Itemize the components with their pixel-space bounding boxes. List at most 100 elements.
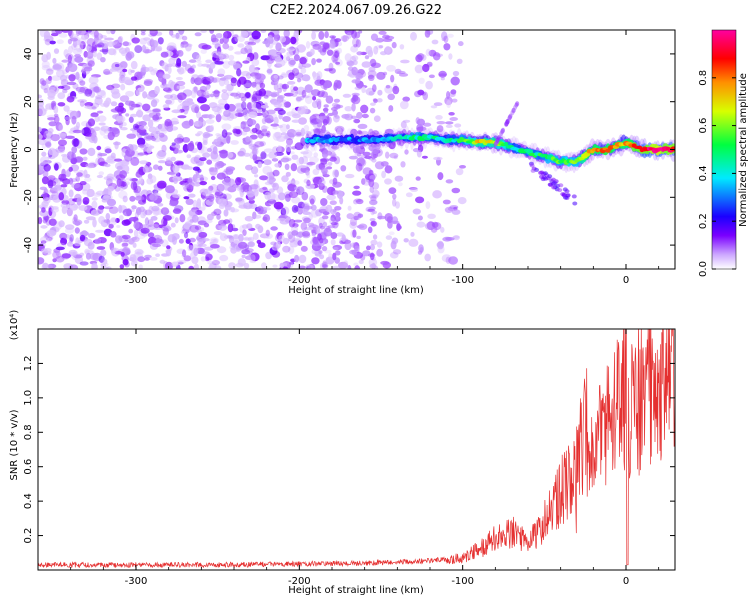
- noise-blob: [416, 221, 426, 228]
- noise-blob: [432, 190, 442, 199]
- noise-blob: [332, 252, 337, 261]
- noise-blob: [194, 32, 202, 37]
- noise-blob: [246, 223, 253, 230]
- noise-blob: [326, 49, 334, 56]
- noise-blob: [148, 126, 157, 133]
- noise-blob: [101, 43, 109, 50]
- noise-blob: [377, 215, 387, 220]
- noise-blob: [130, 156, 140, 166]
- noise-blob: [73, 138, 79, 147]
- noise-blob: [133, 221, 140, 229]
- noise-blob: [162, 104, 170, 109]
- noise-blob: [240, 30, 249, 38]
- noise-blob: [200, 30, 207, 33]
- noise-blob: [223, 31, 232, 39]
- noise-blob: [79, 234, 86, 242]
- noise-blob: [216, 213, 221, 220]
- noise-blob: [196, 198, 202, 207]
- noise-blob: [152, 234, 163, 244]
- noise-blob: [76, 47, 83, 52]
- noise-blob: [171, 261, 179, 267]
- noise-blob: [251, 96, 258, 103]
- noise-blob: [245, 164, 253, 171]
- noise-blob: [451, 209, 461, 215]
- noise-blob: [209, 93, 215, 98]
- noise-blob: [169, 201, 178, 207]
- noise-blob: [96, 174, 103, 179]
- noise-blob: [78, 205, 88, 211]
- noise-blob: [239, 225, 245, 233]
- noise-blob: [237, 258, 246, 267]
- noise-blob: [303, 124, 310, 132]
- noise-blob: [41, 60, 50, 69]
- noise-blob: [121, 242, 129, 248]
- noise-blob: [68, 177, 74, 185]
- noise-blob: [285, 56, 291, 62]
- noise-blob: [312, 168, 320, 176]
- noise-blob: [261, 109, 269, 118]
- noise-blob: [100, 102, 108, 107]
- noise-blob: [300, 127, 305, 137]
- noise-blob: [283, 101, 291, 108]
- noise-blob: [147, 133, 155, 140]
- signal-mark: [309, 139, 317, 144]
- noise-blob: [194, 225, 202, 230]
- noise-blob: [384, 213, 393, 222]
- noise-blob: [192, 86, 199, 92]
- noise-blob: [384, 35, 395, 40]
- noise-blob: [74, 227, 80, 234]
- noise-blob: [255, 90, 263, 97]
- noise-blob: [131, 205, 137, 210]
- signal-tail-mark: [557, 188, 563, 193]
- noise-blob: [99, 49, 110, 53]
- noise-blob: [190, 89, 197, 99]
- noise-blob: [271, 158, 279, 162]
- y-tick-label: 40: [23, 48, 34, 61]
- noise-blob: [263, 95, 269, 99]
- noise-blob: [372, 210, 377, 215]
- noise-blob: [125, 90, 135, 97]
- noise-blob: [305, 264, 314, 269]
- noise-blob: [368, 178, 375, 188]
- signal-tail-mark: [529, 163, 535, 168]
- noise-blob: [210, 238, 217, 243]
- noise-blob: [315, 225, 320, 235]
- noise-blob: [370, 33, 379, 41]
- noise-blob: [173, 166, 179, 175]
- noise-blob: [445, 237, 455, 241]
- noise-blob: [87, 60, 95, 67]
- y-tick-label: 20: [23, 95, 34, 108]
- noise-blob: [330, 214, 336, 222]
- noise-blob: [273, 78, 279, 83]
- noise-blob: [336, 232, 344, 237]
- noise-blob: [106, 198, 117, 207]
- noise-blob: [206, 213, 214, 221]
- noise-blob: [103, 187, 109, 197]
- noise-blob: [194, 154, 201, 162]
- noise-blob: [354, 265, 360, 269]
- noise-blob: [353, 44, 358, 48]
- noise-blob: [297, 240, 303, 247]
- noise-blob: [141, 224, 150, 229]
- noise-blob: [402, 96, 411, 102]
- noise-blob: [351, 66, 359, 76]
- noise-blob: [87, 241, 95, 250]
- noise-blob: [177, 164, 183, 169]
- noise-blob: [181, 60, 187, 67]
- noise-blob: [193, 181, 201, 187]
- noise-blob: [244, 44, 253, 54]
- noise-blob: [318, 237, 324, 244]
- y-tick-label: 0.2: [23, 528, 34, 544]
- noise-blob: [148, 145, 155, 149]
- noise-blob: [448, 53, 453, 60]
- noise-blob: [87, 30, 95, 35]
- noise-blob: [416, 149, 422, 158]
- noise-blob: [197, 131, 203, 135]
- noise-blob: [68, 264, 79, 269]
- noise-blob: [85, 216, 96, 221]
- noise-blob: [416, 123, 424, 133]
- noise-blob: [51, 75, 61, 81]
- noise-blob: [290, 163, 298, 172]
- noise-blob: [277, 83, 284, 90]
- noise-blob: [83, 219, 90, 224]
